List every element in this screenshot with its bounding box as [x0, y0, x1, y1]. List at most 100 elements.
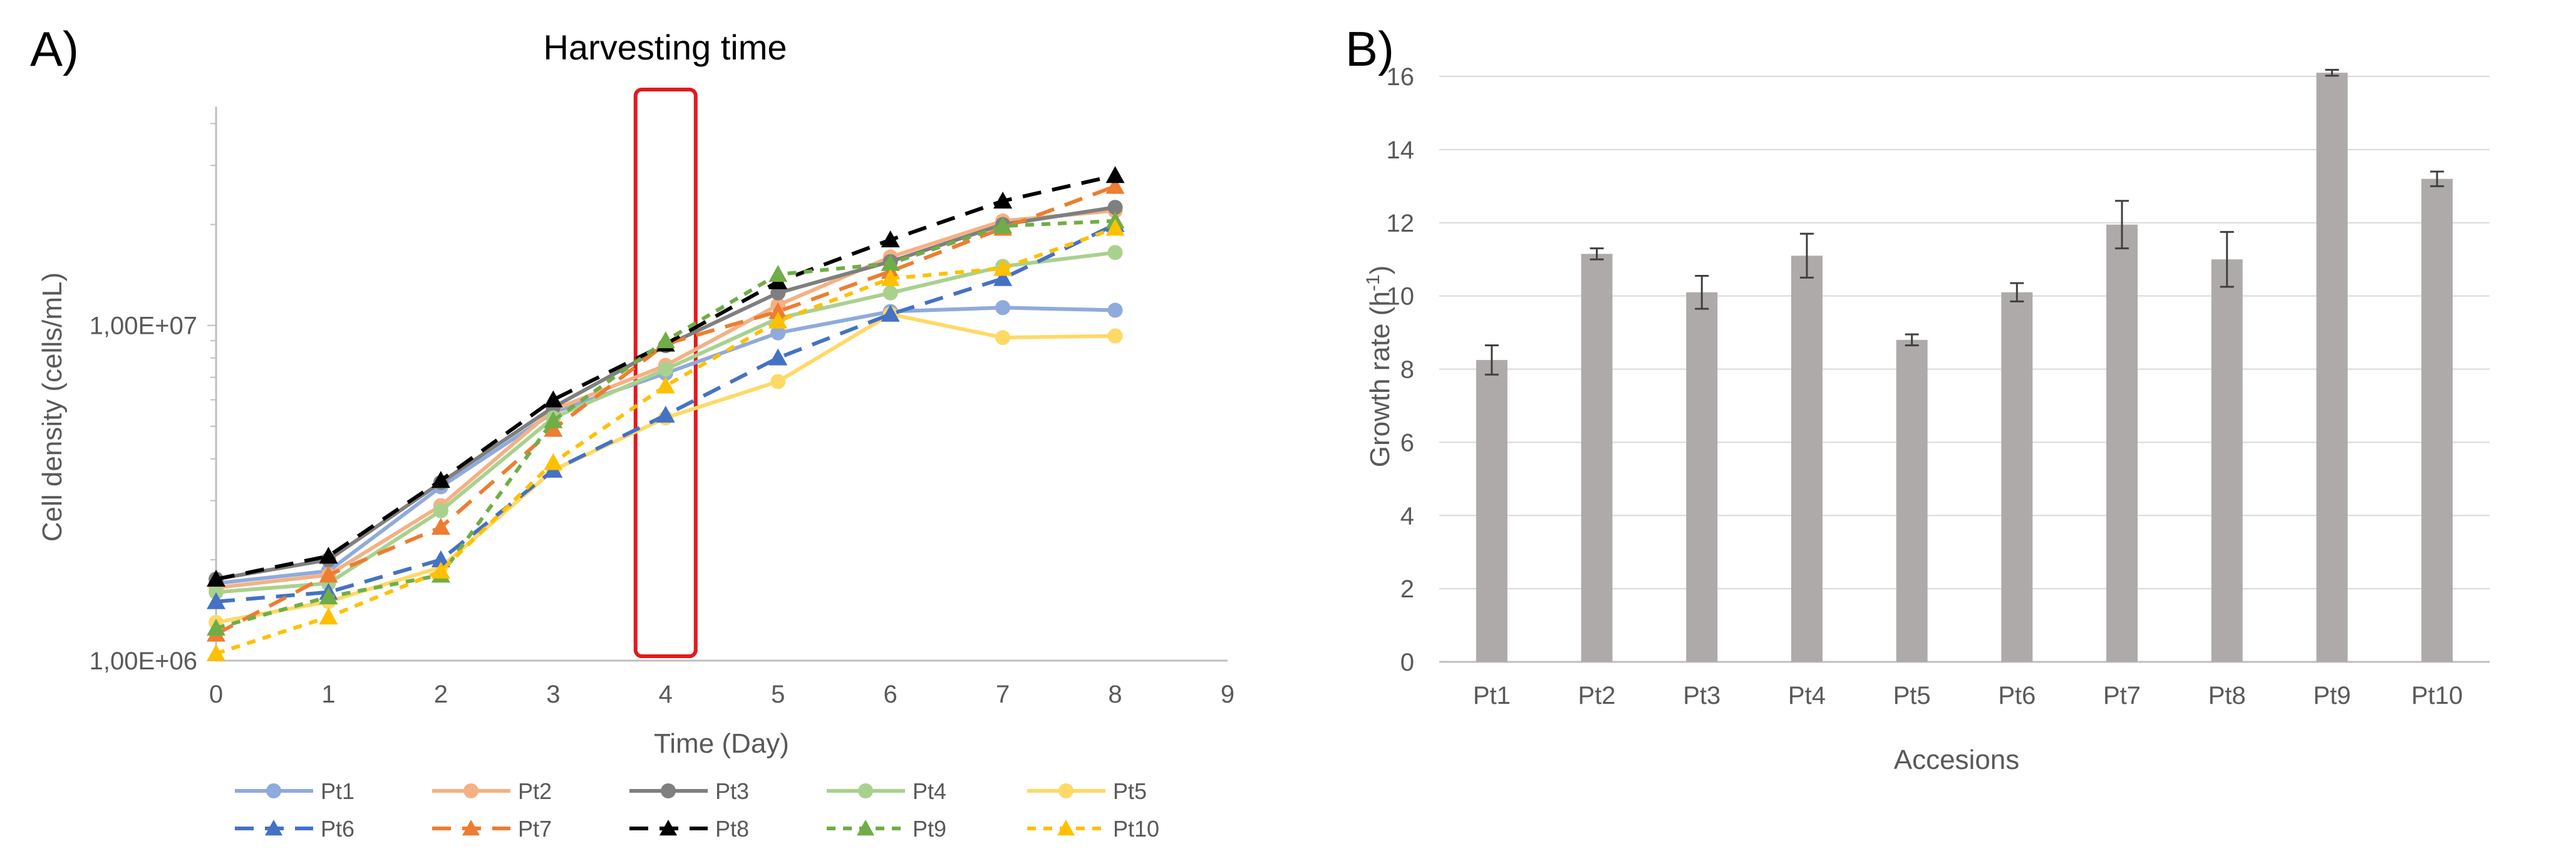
legend-label-pt3: Pt3 — [715, 778, 749, 804]
legend-label-pt9: Pt9 — [913, 816, 946, 842]
legend-label-pt2: Pt2 — [518, 778, 552, 804]
bar-x-tick-label: Pt7 — [2103, 682, 2141, 709]
panel-a-label: A) — [30, 21, 79, 76]
data-point-pt9 — [768, 265, 788, 282]
data-point-pt8 — [993, 192, 1013, 209]
bar-y-title-sup: -1 — [1363, 274, 1384, 291]
data-point-pt8 — [881, 230, 900, 248]
legend-label-pt10: Pt10 — [1113, 816, 1159, 842]
line-chart: Harvesting time 0 1 2 3 4 5 6 7 8 9 1,00E+06 1,00E+… — [37, 28, 1234, 842]
data-point-pt10 — [768, 311, 788, 329]
legend-marker-pt4 — [858, 783, 873, 798]
data-point-pt7 — [1105, 177, 1125, 194]
legend-label-pt7: Pt7 — [518, 816, 552, 842]
x-axis-title: Time (Day) — [654, 728, 789, 759]
bar-x-tick-label: Pt3 — [1683, 682, 1720, 709]
data-point-pt8 — [319, 547, 338, 564]
data-point-pt10 — [319, 607, 338, 625]
data-point-pt8 — [431, 471, 450, 488]
chart-title: Harvesting time — [543, 28, 787, 67]
bar-y-tick-label: 4 — [1400, 502, 1414, 530]
data-point-pt1 — [995, 300, 1011, 316]
bar-y-tick-label: 16 — [1387, 63, 1415, 91]
legend-label-pt4: Pt4 — [913, 778, 946, 804]
line-chart-axes — [215, 106, 1228, 662]
data-point-pt5 — [770, 374, 786, 389]
data-point-pt6 — [768, 348, 788, 366]
data-point-pt4 — [433, 503, 448, 518]
data-point-pt6 — [207, 592, 225, 609]
bar-y-title-end: ) — [1365, 266, 1395, 275]
series-line-pt2 — [215, 209, 1115, 590]
x-tick-label: 2 — [434, 681, 448, 708]
x-tick-label: 9 — [1221, 681, 1234, 708]
data-point-pt5 — [1107, 328, 1123, 344]
legend-marker-pt1 — [266, 783, 281, 798]
bar-x-tick-label: Pt2 — [1578, 682, 1616, 709]
data-point-pt7 — [431, 517, 450, 535]
bar-pt9 — [2316, 73, 2348, 662]
line-chart-ticks: 0 1 2 3 4 5 6 7 8 9 1,00E+06 1,00E+07 — [90, 123, 1234, 708]
bar-y-tick-label: 8 — [1400, 356, 1414, 384]
bar-y-tick-label: 6 — [1400, 429, 1414, 456]
y-tick-label: 1,00E+07 — [90, 312, 197, 340]
x-tick-label: 3 — [546, 681, 560, 708]
panel-b-label: B) — [1345, 21, 1394, 76]
bar-y-tick-label: 0 — [1400, 649, 1414, 676]
bar-pt8 — [2211, 259, 2243, 662]
x-tick-label: 8 — [1108, 681, 1122, 708]
legend-marker-pt6 — [265, 820, 282, 836]
x-tick-label: 4 — [659, 681, 673, 708]
data-point-pt5 — [995, 330, 1011, 346]
data-point-pt9 — [207, 619, 225, 636]
bar-y-tick-label: 10 — [1387, 283, 1415, 311]
bar-chart-gridlines — [1439, 76, 2490, 663]
bar-y-tick-label: 14 — [1387, 137, 1415, 164]
harvest-highlight — [633, 88, 698, 658]
data-point-pt9 — [319, 587, 338, 605]
legend-marker-pt7 — [462, 820, 480, 836]
data-point-pt8 — [544, 390, 563, 408]
bar-x-tick-label: Pt9 — [2313, 682, 2351, 709]
y-axis-title: Cell density (cells/mL) — [37, 272, 68, 542]
data-point-pt4 — [1107, 245, 1123, 260]
bar-pt10 — [2421, 178, 2453, 662]
bar-x-tick-label: Pt10 — [2411, 682, 2463, 709]
x-tick-label: 6 — [884, 681, 897, 708]
data-point-pt10 — [207, 644, 225, 661]
data-point-pt9 — [656, 331, 675, 349]
data-point-pt7 — [768, 302, 788, 319]
bar-pt4 — [1791, 255, 1823, 662]
bar-pt5 — [1896, 339, 1928, 662]
data-point-pt10 — [544, 453, 563, 470]
data-point-pt10 — [656, 376, 675, 394]
data-point-pt6 — [656, 405, 675, 423]
data-point-pt10 — [431, 561, 450, 579]
data-point-pt4 — [882, 285, 898, 301]
bar-chart-bars: Pt1 Pt2 Pt3 Pt4 Pt5 Pt6 Pt7 Pt8 Pt9 Pt10 — [1473, 68, 2463, 709]
bar-x-tick-label: Pt1 — [1473, 682, 1511, 709]
bar-chart-ticks: 0 2 4 6 8 10 12 14 16 — [1387, 63, 1415, 676]
x-tick-label: 0 — [209, 681, 223, 708]
bar-x-tick-label: Pt5 — [1893, 682, 1931, 709]
bar-x-tick-label: Pt8 — [2208, 682, 2246, 709]
bar-pt7 — [2106, 224, 2138, 662]
x-tick-label: 5 — [771, 681, 785, 708]
legend-marker-pt2 — [463, 783, 478, 798]
bar-y-tick-label: 12 — [1387, 210, 1415, 237]
series-line-pt10 — [215, 226, 1116, 656]
bar-pt6 — [2001, 292, 2033, 662]
data-point-pt10 — [881, 269, 900, 286]
legend-marker-pt9 — [857, 820, 874, 836]
data-point-pt6 — [431, 550, 450, 567]
data-point-pt6 — [881, 304, 900, 322]
data-point-pt1 — [770, 325, 786, 341]
bar-pt1 — [1476, 359, 1508, 662]
legend-label-pt1: Pt1 — [321, 778, 354, 804]
legend-marker-pt10 — [1057, 820, 1075, 836]
bar-x-tick-label: Pt6 — [1998, 682, 2035, 709]
data-point-pt10 — [1105, 219, 1125, 236]
legend-label-pt5: Pt5 — [1113, 778, 1147, 804]
data-point-pt6 — [993, 269, 1013, 286]
